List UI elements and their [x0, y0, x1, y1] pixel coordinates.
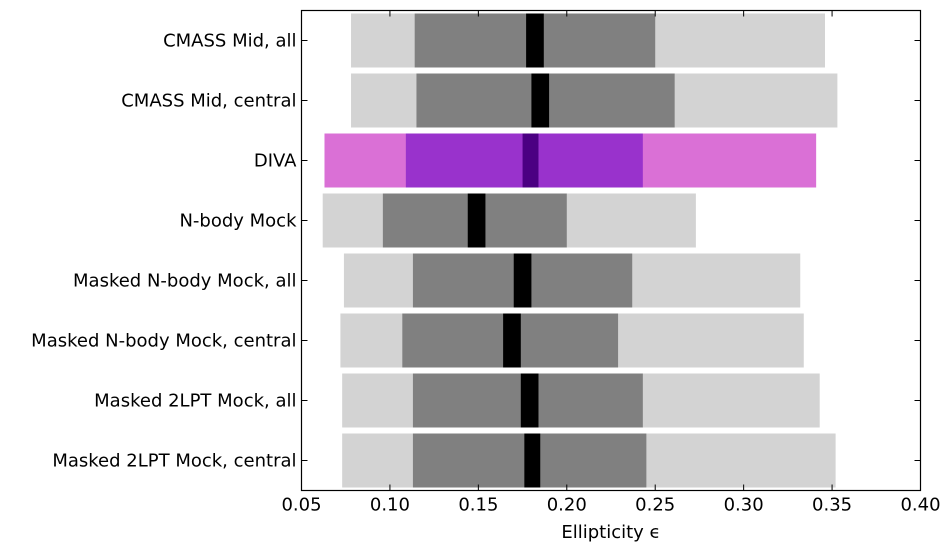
category-label: CMASS Mid, all [163, 31, 296, 52]
bar-median-6 [503, 313, 521, 368]
category-label: N-body Mock [179, 211, 297, 232]
bar-median-1 [526, 13, 544, 68]
bar-median-2 [531, 73, 550, 128]
x-tick-label: 0.30 [724, 495, 764, 516]
category-label: Masked N-body Mock, central [31, 331, 296, 352]
category-label: Masked N-body Mock, all [73, 271, 296, 292]
category-label: CMASS Mid, central [121, 91, 296, 112]
bar-median-5 [513, 253, 532, 308]
category-label: Masked 2LPT Mock, central [52, 451, 296, 472]
x-tick-label: 0.15 [458, 495, 498, 516]
ticks-layer [301, 10, 921, 491]
bar-median-8 [524, 433, 541, 488]
bar-median-7 [520, 373, 539, 428]
plot-frame [300, 9, 922, 492]
bars-layer [322, 13, 838, 488]
x-tick-label: 0.25 [635, 495, 675, 516]
category-label: DIVA [254, 151, 297, 172]
x-tick-label: 0.35 [812, 495, 852, 516]
x-tick-label: 0.40 [900, 495, 940, 516]
labels-layer: CMASS Mid, all CMASS Mid, central DIVA N-bo… [31, 31, 940, 516]
category-label: Masked 2LPT Mock, all [94, 391, 296, 412]
bar-median-4 [467, 193, 486, 248]
bar-median-3 [522, 133, 539, 188]
x-tick-label: 0.05 [281, 495, 321, 516]
x-axis-label: Ellipticity ϵ [561, 522, 660, 543]
x-tick-label: 0.10 [370, 495, 410, 516]
x-tick-label: 0.20 [547, 495, 587, 516]
